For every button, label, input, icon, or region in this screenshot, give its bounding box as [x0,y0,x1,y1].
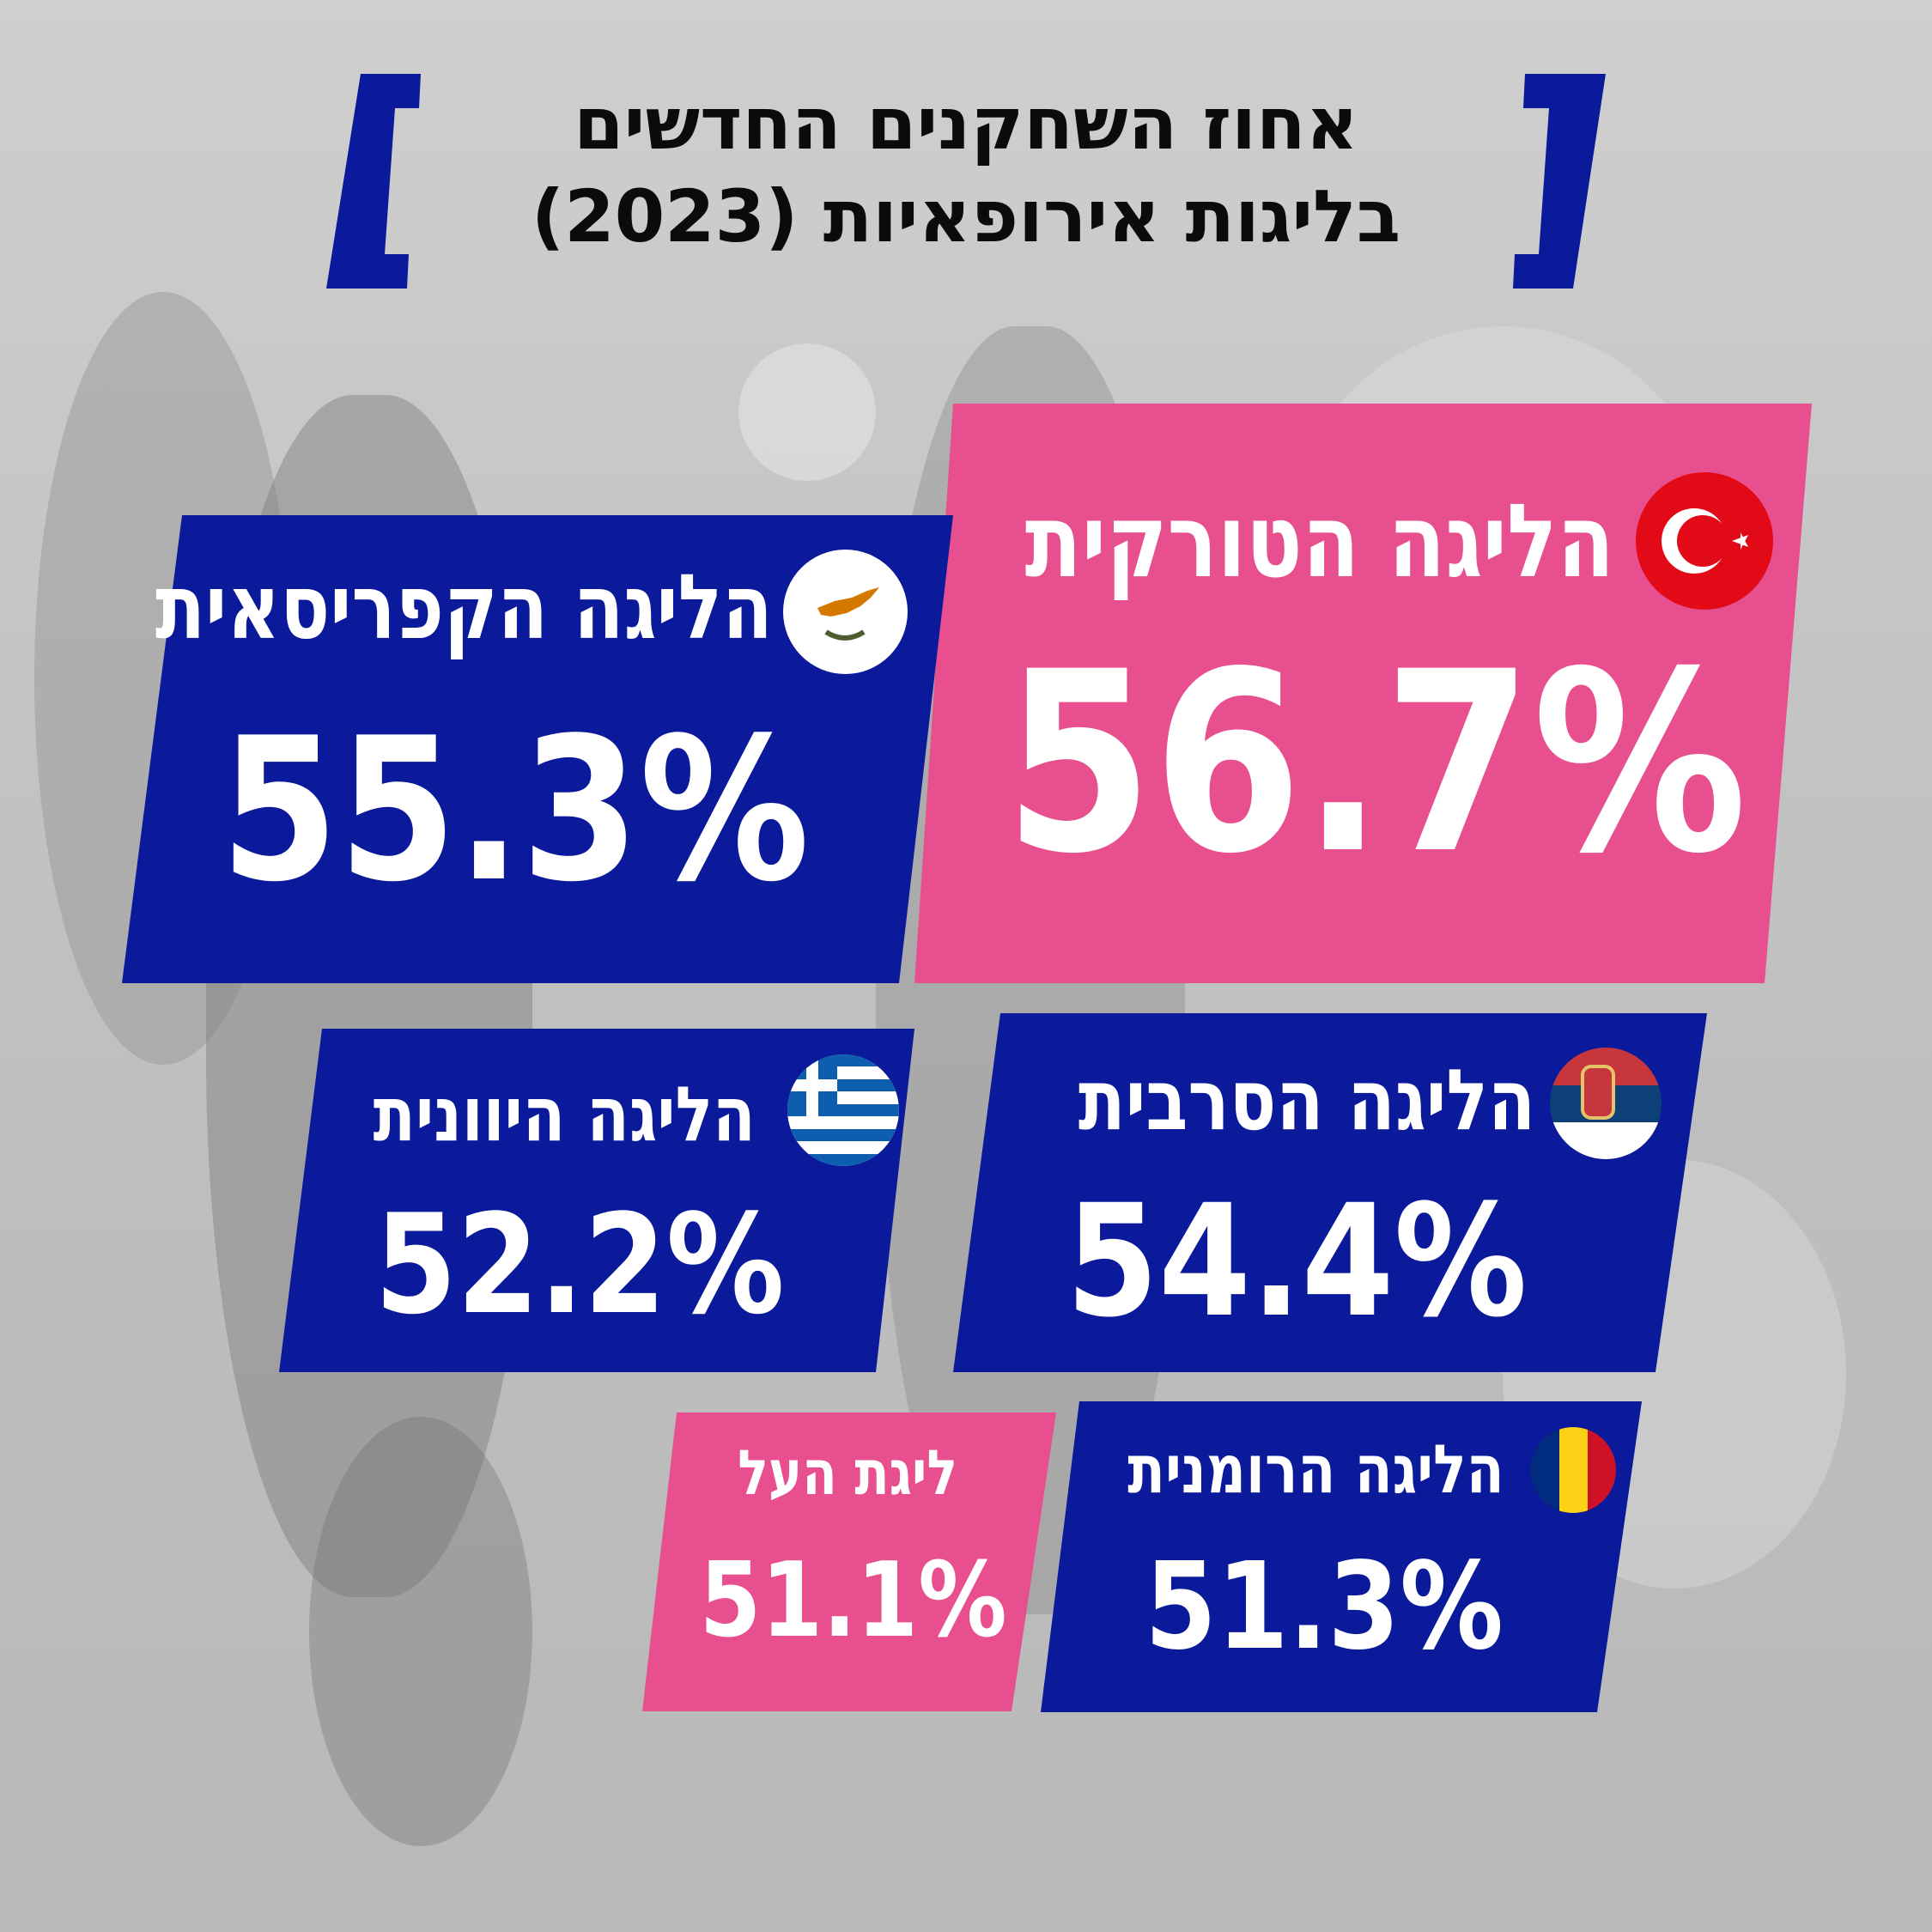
stat-card-turkey: הליגה הטורקית 56.7% [914,404,1812,983]
stat-card-romania-background [1041,1401,1642,1712]
stat-card-cyprus-value: 55.3% [220,696,810,926]
stat-card-greece-label: הליגה היוונית [373,1070,756,1158]
stat-card-ligat-haal-label: ליגת העל [738,1437,957,1509]
stat-card-turkey-background [914,404,1812,983]
greece-flag-icon [787,1054,899,1166]
stat-card-serbia: הליגה הסרבית 54.4% [953,1013,1707,1372]
right-bracket-decoration [1513,74,1606,289]
left-bracket-decoration [326,74,421,289]
title-area: אחוז השחקנים החדשים בליגות אירופאיות (20… [326,69,1606,292]
stat-card-cyprus-label: הליגה הקפריסאית [155,555,773,659]
stat-card-ligat-haal-background [642,1413,1056,1711]
turkey-flag-icon [1636,472,1773,610]
stat-card-ligat-haal: ליגת העל 51.1% [642,1413,1056,1711]
stat-card-greece-value: 52.2% [374,1184,785,1345]
title-line-2: בליגות אירופאיות (2023) [531,174,1401,258]
stat-card-romania: הליגה הרומנית 51.3% [1041,1401,1642,1712]
stat-card-turkey-label: הליגה הטורקית [1024,482,1614,600]
stat-card-greece: הליגה היוונית 52.2% [279,1029,914,1372]
serbia-flag-icon [1550,1048,1662,1159]
stat-card-serbia-background [953,1013,1707,1372]
stat-card-turkey-value: 56.7% [1004,619,1747,908]
stat-card-romania-label: הליגה הרומנית [1127,1431,1504,1509]
stat-card-cyprus: הליגה הקפריסאית 55.3% [122,515,953,983]
stat-card-serbia-value: 54.4% [1066,1172,1528,1352]
stat-card-romania-value: 51.3% [1145,1537,1504,1677]
stat-card-serbia-label: הליגה הסרבית [1078,1052,1535,1150]
title-line-1: אחוז השחקנים החדשים [574,82,1358,166]
romania-flag-icon [1530,1427,1616,1513]
cyprus-flag-icon [783,550,908,674]
stat-card-cyprus-background [122,515,953,983]
stat-card-ligat-haal-value: 51.1% [699,1541,1007,1661]
stat-card-greece-background [279,1029,914,1372]
